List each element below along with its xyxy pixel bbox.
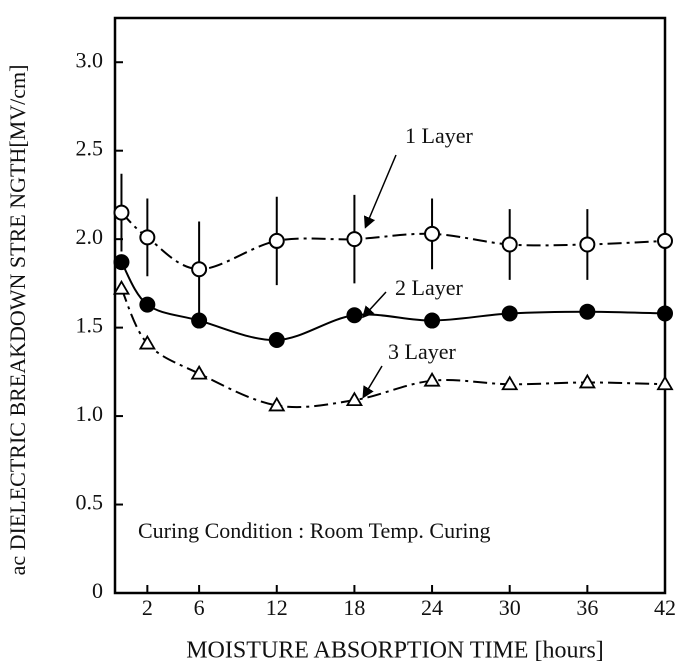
marker [501,236,518,253]
marker [424,312,441,329]
x-tick-label: 36 [576,595,598,620]
marker [268,332,285,348]
x-axis-label: MOISTURE ABSORPTION TIME [hours] [186,638,604,664]
marker [424,225,441,242]
marker [501,375,519,391]
marker [268,232,285,249]
y-tick-label: 0.5 [76,490,104,515]
marker [423,371,441,387]
x-tick-label: 6 [194,595,205,620]
x-tick-label: 42 [654,595,675,620]
annotation: Curing Condition : Room Temp. Curing [138,518,491,543]
marker [501,305,518,322]
y-tick-label: 1.5 [76,313,104,338]
marker [112,279,131,295]
marker [138,334,156,350]
marker [113,204,130,221]
arrow [361,291,387,319]
marker [579,303,596,320]
marker [578,373,596,389]
marker [191,261,208,278]
marker [656,375,674,391]
marker [268,396,286,412]
marker [190,364,208,380]
y-tick-label: 1.0 [76,401,104,426]
x-tick-label: 18 [343,595,365,620]
marker [657,305,673,322]
y-tick-label: 2.5 [76,136,104,161]
arrow [363,154,397,229]
series-label: 2 Layer [395,275,463,300]
marker [345,391,363,407]
y-tick-label: 0 [92,578,103,603]
x-tick-label: 24 [421,595,443,620]
arrow [362,365,383,399]
marker [346,231,363,248]
series-label: 1 Layer [405,123,473,148]
marker [657,232,673,249]
series-line [120,211,666,271]
marker [579,236,596,253]
marker [139,229,156,246]
marker [191,312,208,329]
x-tick-label: 2 [142,595,153,620]
marker [113,254,130,271]
marker [346,307,363,324]
y-axis-label: ac DIELECTRIC BREAKDOWN STRE NGTH[MV/cm] [5,65,30,576]
y-tick-label: 2.0 [76,224,104,249]
x-tick-label: 30 [499,595,521,620]
y-tick-label: 3.0 [76,47,104,72]
series-label: 3 Layer [388,339,456,364]
marker [139,296,156,313]
x-tick-label: 12 [266,595,288,620]
